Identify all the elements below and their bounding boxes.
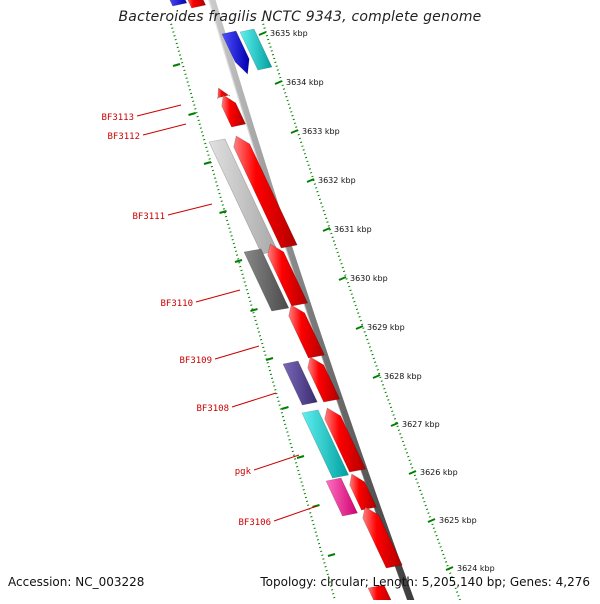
gene-label-0: BF3113: [101, 113, 134, 123]
inner-tick-4: [234, 259, 243, 263]
kbp-tick-5: [338, 276, 347, 281]
kbp-label-6: 3629 kbp: [367, 323, 405, 332]
kbp-tick-4: [322, 227, 331, 232]
kbp-label-7: 3628 kbp: [384, 372, 422, 381]
gene-features: [169, 0, 403, 604]
gene-bf3108: [307, 356, 341, 403]
inner-tick-1: [188, 112, 196, 116]
accession-label: Accession: NC_003228: [8, 575, 145, 589]
kbp-label-11: 3624 kbp: [457, 564, 495, 573]
kbp-label-10: 3625 kbp: [439, 516, 477, 525]
kbp-tick-1: [274, 80, 283, 85]
map-title: Bacteroides fragilis NCTC 9343, complete…: [118, 9, 482, 25]
kbp-label-8: 3627 kbp: [402, 420, 440, 429]
gene-bf3109: [288, 304, 325, 359]
kbp-label-5: 3630 kbp: [350, 274, 388, 283]
gene-top-blue: [169, 0, 188, 7]
gene-label-6: pgk: [235, 467, 252, 477]
gene-pgk: [301, 409, 349, 479]
gene-leader-0: [136, 104, 182, 117]
gene-labels: BF3113 BF3112 BF3111 BF3110 BF3109 BF3108 pgk B…: [101, 104, 318, 528]
kbp-tick-6: [355, 325, 364, 330]
gene-label-3: BF3110: [160, 299, 193, 309]
gene-leader-7: [273, 505, 318, 522]
inner-tick-10: [327, 553, 336, 557]
gene-bf3112: [221, 94, 247, 128]
inner-tick-7: [281, 406, 289, 410]
gene-bf3106-magenta: [325, 477, 358, 517]
inner-dotted-line: [169, 19, 336, 601]
gene-leader-6: [253, 454, 300, 471]
gene-blue: [221, 30, 250, 75]
gene-top-red: [187, 0, 207, 9]
gene-label-4: BF3109: [179, 356, 212, 366]
kbp-label-3: 3632 kbp: [318, 176, 356, 185]
gene-leader-2: [167, 203, 213, 216]
gene-leader-1: [142, 123, 187, 136]
gene-red-1: [233, 135, 298, 249]
gene-label-1: BF3112: [107, 132, 140, 142]
inner-tick-2: [203, 161, 212, 165]
inner-tick-8: [296, 455, 305, 459]
kbp-tick-7: [372, 374, 381, 379]
gene-bf3108-purple: [282, 360, 318, 406]
inner-tick-6: [265, 357, 274, 361]
kbp-ticks: 3635 kbp 3634 kbp 3633 kbp 3632 kbp 3631 kbp…: [172, 29, 495, 604]
kbp-tick-8: [390, 422, 399, 427]
gene-label-7: BF3106: [238, 518, 271, 528]
gene-label-5: BF3108: [196, 404, 229, 414]
gene-leader-4: [214, 345, 260, 360]
kbp-label-4: 3631 kbp: [334, 225, 372, 234]
inner-tick-5: [250, 308, 258, 312]
gene-bf3110: [243, 248, 290, 312]
gene-label-2: BF3111: [132, 212, 165, 222]
track-lines: [169, 0, 461, 604]
backbone-line: [208, 0, 416, 604]
gene-red-bottom: [362, 506, 403, 569]
gene-cyan: [239, 28, 273, 71]
kbp-tick-2: [290, 129, 299, 134]
gene-red-2: [267, 243, 309, 307]
inner-tick-3: [219, 210, 227, 214]
outer-dotted-line: [261, 19, 461, 601]
kbp-label-1: 3634 kbp: [286, 78, 324, 87]
kbp-tick-0: [258, 31, 267, 36]
gene-red-pgk: [324, 407, 367, 473]
inner-tick-0: [172, 63, 181, 67]
kbp-label-2: 3633 kbp: [302, 127, 340, 136]
kbp-tick-11: [445, 566, 454, 571]
gene-leader-3: [195, 289, 241, 303]
kbp-label-0: 3635 kbp: [270, 29, 308, 38]
gene-leader-5: [231, 392, 277, 408]
kbp-label-9: 3626 kbp: [420, 468, 458, 477]
genome-summary: Topology: circular; Length: 5,205,140 bp…: [260, 575, 590, 589]
kbp-tick-9: [408, 470, 417, 475]
gene-bf3106: [349, 473, 377, 511]
kbp-tick-10: [427, 518, 436, 523]
kbp-tick-3: [306, 178, 315, 183]
